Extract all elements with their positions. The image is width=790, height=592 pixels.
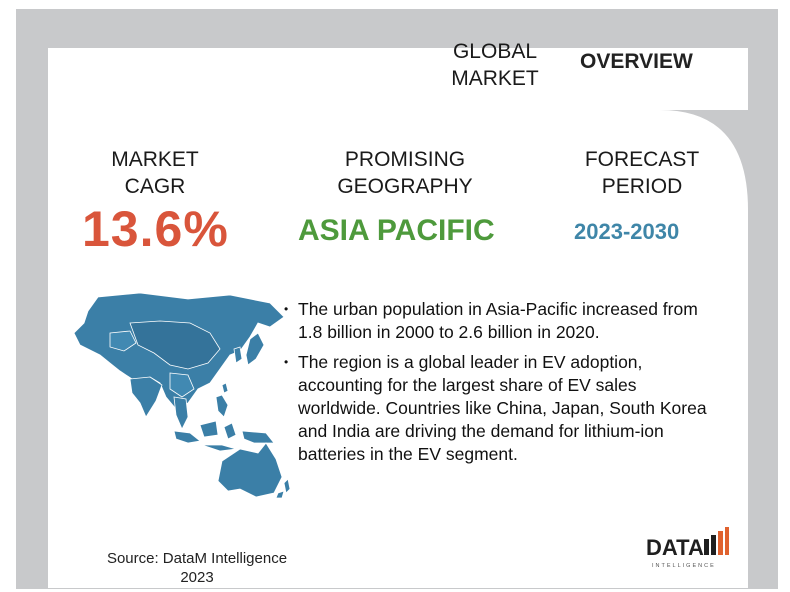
forecast-period-label-line2: PERIOD <box>601 175 683 198</box>
cagr-label: MARKET CAGR <box>95 146 215 200</box>
global-market-line2: MARKET <box>451 67 539 90</box>
forecast-period-label-line1: FORECAST <box>584 148 700 171</box>
logo-tagline: INTELLIGENCE <box>652 563 716 569</box>
source-line1: Source: DataM Intelligence <box>106 550 288 567</box>
cagr-label-line1: MARKET <box>111 148 199 171</box>
source-note: Source: DataM Intelligence 2023 <box>92 549 302 587</box>
global-market-title: GLOBAL MARKET <box>440 38 550 92</box>
list-item: • The urban population in Asia-Pacific i… <box>284 298 724 344</box>
bullet-text: The region is a global leader in EV adop… <box>298 352 707 464</box>
cagr-label-line2: CAGR <box>124 175 186 198</box>
bullet-icon: • <box>284 355 289 369</box>
key-insights-list: • The urban population in Asia-Pacific i… <box>284 298 724 473</box>
cagr-value: 13.6% <box>82 201 229 257</box>
forecast-period-label: FORECAST PERIOD <box>572 146 712 200</box>
forecast-period-value: 2023-2030 <box>574 219 680 244</box>
geography-label-line1: PROMISING <box>344 148 466 171</box>
geography-label: PROMISING GEOGRAPHY <box>322 146 488 200</box>
bullet-text: The urban population in Asia-Pacific inc… <box>298 299 698 342</box>
source-line2: 2023 <box>180 569 214 586</box>
datam-intelligence-logo-icon: DATA INTELLIGENCE <box>646 527 729 569</box>
geography-label-line2: GEOGRAPHY <box>337 175 473 198</box>
list-item: • The region is a global leader in EV ad… <box>284 351 724 466</box>
geography-value: ASIA PACIFIC <box>298 214 495 247</box>
bullet-icon: • <box>284 302 289 316</box>
asia-pacific-map-icon <box>73 293 291 498</box>
global-market-line1: GLOBAL <box>452 40 538 63</box>
logo-word: DATA <box>646 535 704 560</box>
overview-title: OVERVIEW <box>580 50 693 73</box>
card-corner-decoration <box>660 110 778 210</box>
